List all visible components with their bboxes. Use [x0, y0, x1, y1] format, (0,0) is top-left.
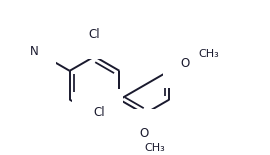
Text: CH₃: CH₃ — [144, 143, 165, 153]
Text: O: O — [140, 127, 149, 140]
Text: O: O — [180, 57, 190, 70]
Text: Cl: Cl — [89, 28, 100, 41]
Text: N: N — [29, 45, 38, 58]
Text: N: N — [90, 110, 99, 123]
Text: CH₃: CH₃ — [199, 49, 220, 59]
Text: Cl: Cl — [93, 106, 105, 119]
